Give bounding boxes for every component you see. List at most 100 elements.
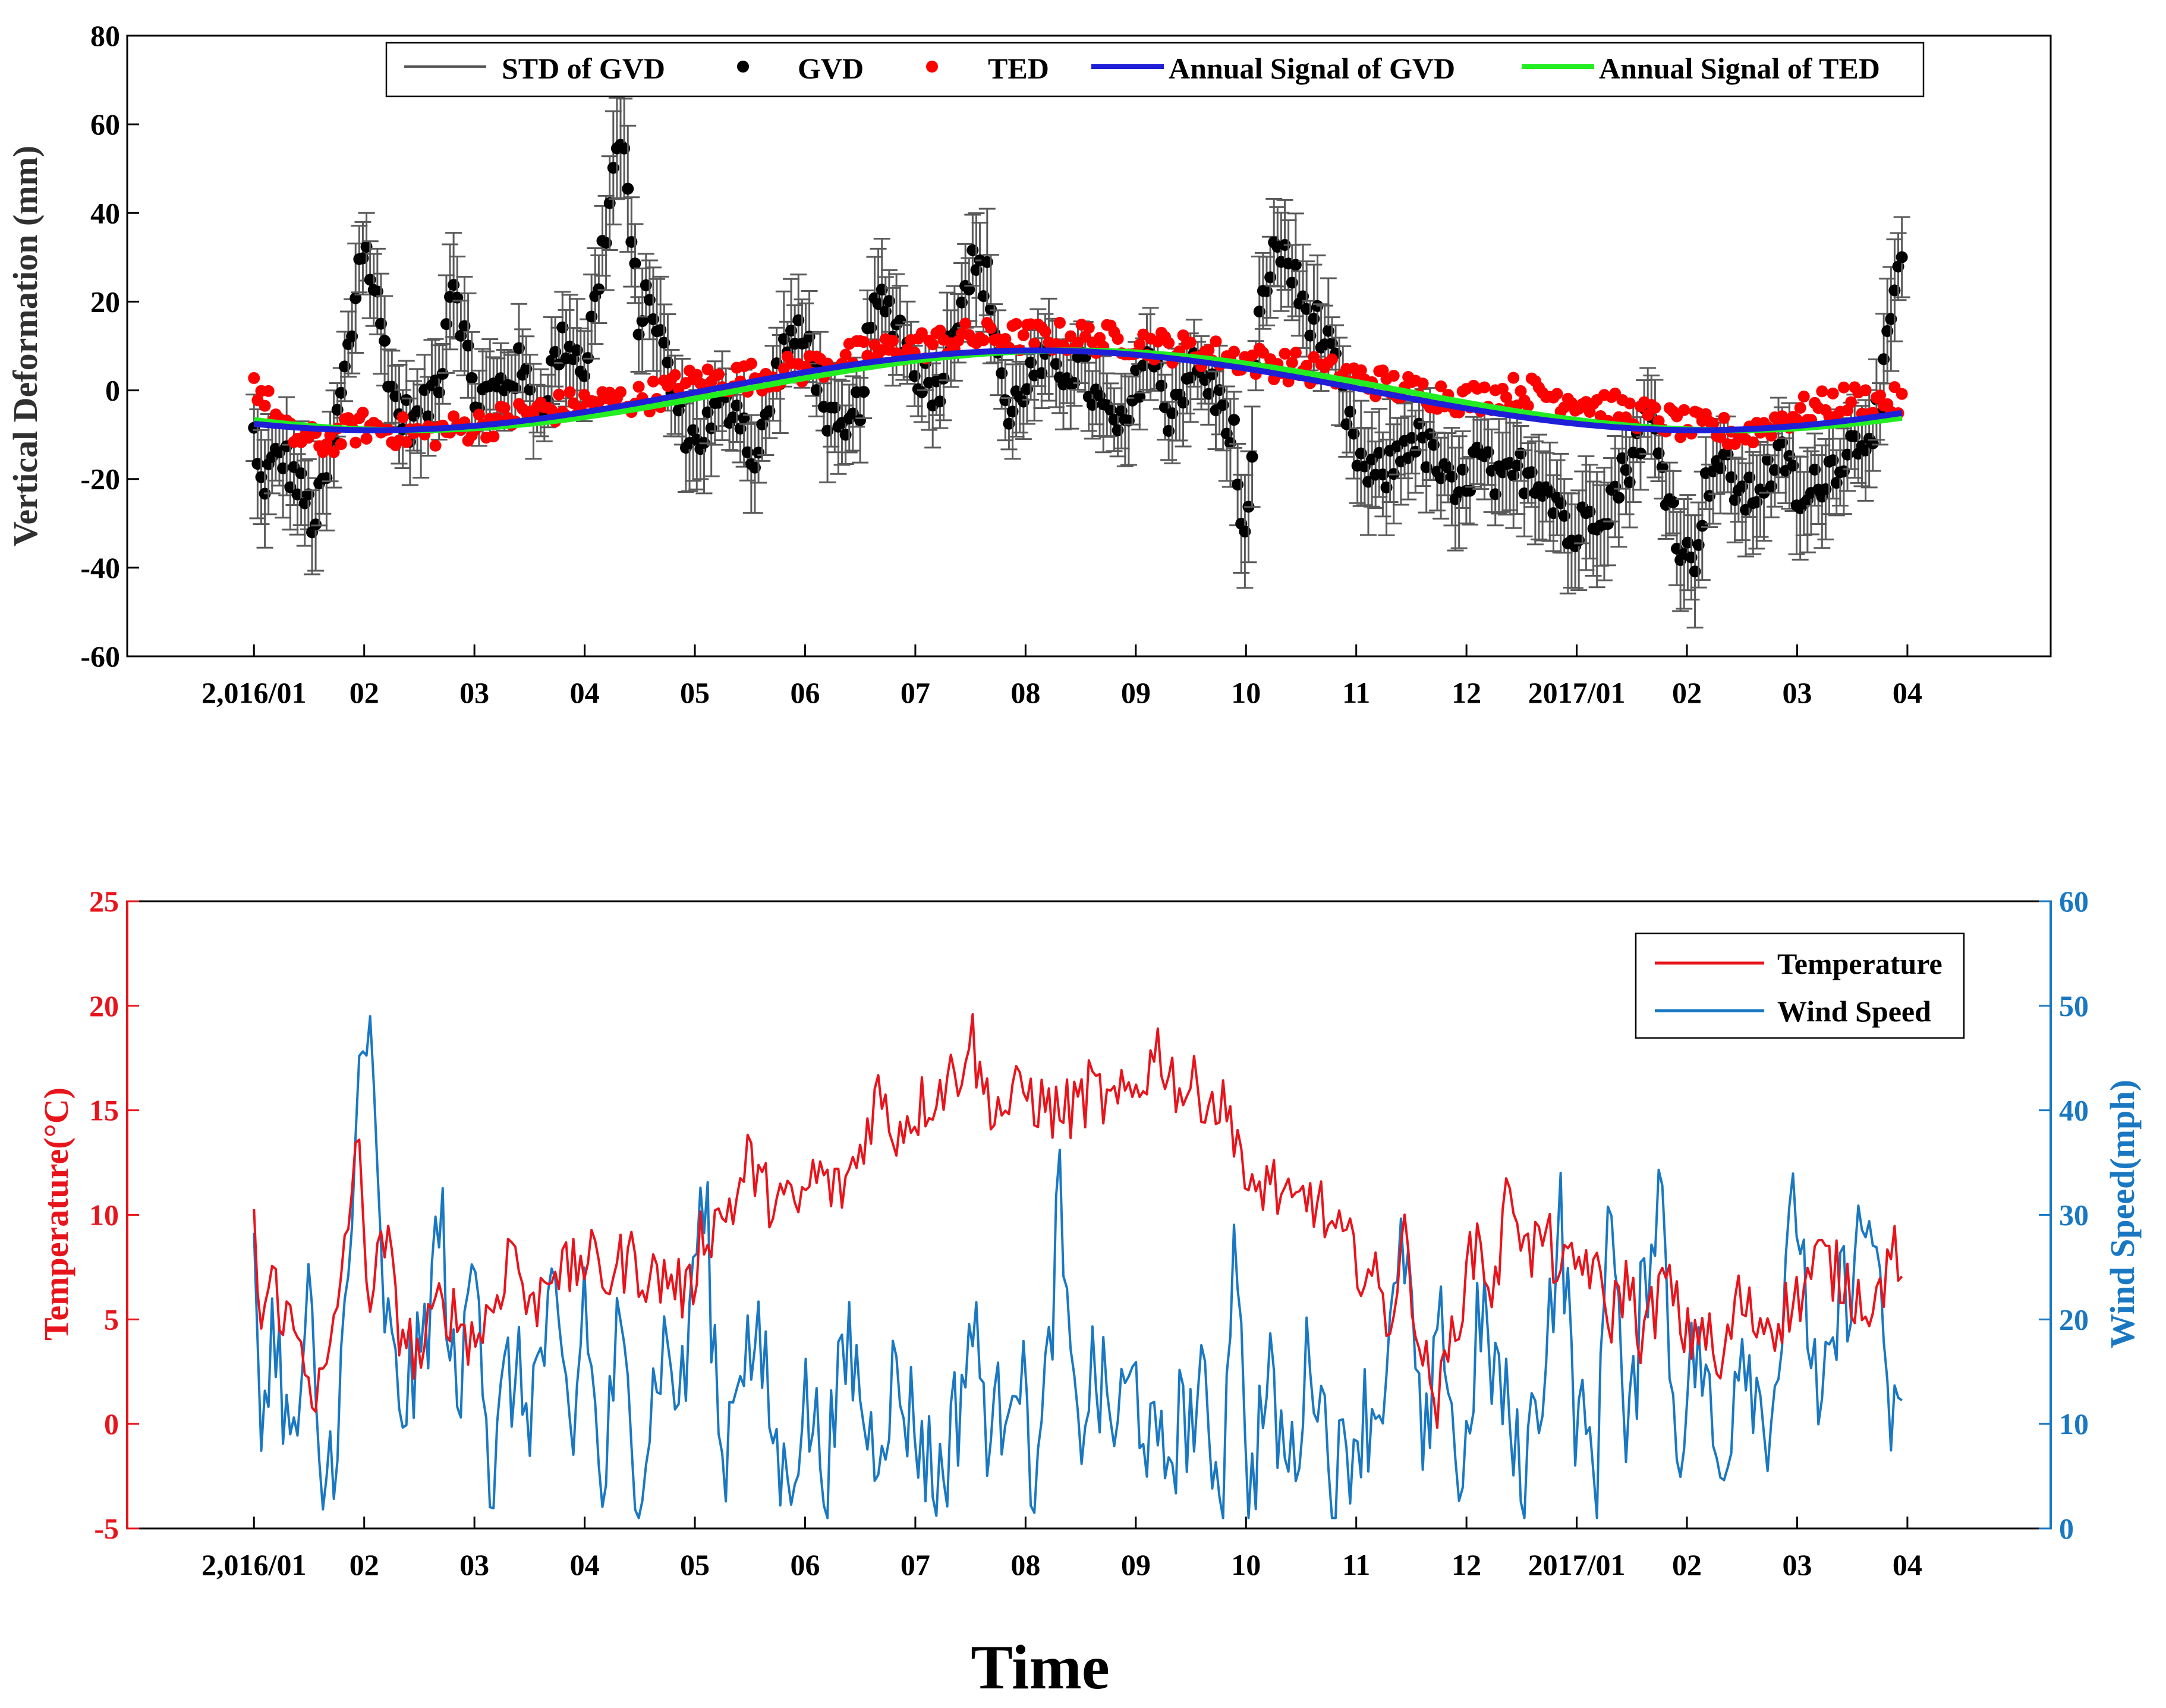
y-tick-label: 60: [90, 108, 120, 141]
ted-point: [1210, 335, 1222, 348]
weather-legend: Temperature Wind Speed: [1635, 932, 1965, 1039]
temperature-tick-label: 10: [89, 1199, 119, 1232]
y-tick-label: 0: [105, 374, 120, 407]
ted-point: [1837, 381, 1850, 394]
ted-point: [1859, 384, 1872, 397]
deformation-plot-frame: [126, 34, 2052, 658]
ted-point: [977, 334, 990, 347]
ted-point: [350, 436, 362, 449]
ted-point: [1134, 338, 1146, 351]
wind-speed-y-axis-title: Wind Speed(mph): [2103, 1080, 2142, 1348]
ted-point: [984, 322, 997, 334]
gvd-point: [1613, 492, 1625, 504]
ted-point: [1355, 364, 1367, 376]
x-tick-label: 10: [1231, 676, 1261, 709]
ted-point: [934, 325, 946, 337]
ted-point: [1790, 413, 1803, 426]
wind-speed-tick-label: 20: [2059, 1303, 2089, 1336]
ted-point: [1184, 336, 1197, 349]
ted-point: [887, 335, 899, 347]
x-tick-label: 2,016/01: [202, 1548, 306, 1581]
x-tick-label: 04: [1893, 676, 1922, 709]
ted-point: [357, 407, 369, 419]
ted-point: [1053, 316, 1066, 329]
ted-point: [1896, 388, 1908, 400]
x-tick-label: 06: [790, 676, 820, 709]
ted-point: [1623, 397, 1636, 410]
x-tick-label: 07: [901, 676, 930, 709]
legend-annual-ted-label: Annual Signal of TED: [1599, 52, 1880, 85]
ted-point: [1678, 404, 1690, 416]
x-tick-label: 11: [1342, 1548, 1370, 1581]
ted-point: [1308, 351, 1320, 363]
x-tick-label: 02: [1672, 1548, 1702, 1581]
legend-temperature-label: Temperature: [1777, 947, 1943, 980]
x-tick-label: 02: [350, 1548, 379, 1581]
ted-point: [1028, 338, 1041, 350]
ted-point: [1017, 329, 1030, 341]
x-tick-label: 2017/01: [1528, 1548, 1626, 1581]
temperature-y-axis-title: Temperature(°C): [37, 1087, 75, 1341]
ted-point: [1082, 322, 1095, 334]
x-tick-label: 11: [1342, 676, 1370, 709]
x-tick-label: 02: [1672, 676, 1702, 709]
x-tick-label: 12: [1452, 1548, 1481, 1581]
wind-speed-tick-label: 50: [2059, 989, 2089, 1023]
temperature-tick-label: 0: [104, 1407, 119, 1440]
ted-point: [487, 430, 500, 443]
x-tick-label: 2017/01: [1528, 676, 1626, 709]
gvd-point: [1896, 251, 1908, 263]
ted-point: [1674, 431, 1687, 443]
ted-point: [745, 357, 757, 370]
ted-point: [1874, 389, 1887, 402]
x-tick-label: 03: [459, 1548, 489, 1581]
ted-point: [259, 400, 271, 412]
legend-std-label: STD of GVD: [502, 52, 665, 85]
x-tick-label: 05: [680, 1548, 710, 1581]
gvd-point: [1463, 485, 1476, 497]
ted-point: [1747, 436, 1759, 449]
ted-point: [1163, 336, 1175, 349]
ted-point: [858, 336, 870, 348]
y-tick-label: -20: [80, 463, 120, 496]
gvd-point: [622, 183, 634, 195]
gvd-point: [858, 386, 870, 398]
x-tick-label: 07: [901, 1548, 930, 1581]
ted-point: [1010, 317, 1022, 330]
x-tick-label: 04: [570, 1548, 600, 1581]
x-tick-label: 03: [1782, 676, 1812, 709]
legend-wind-speed-label: Wind Speed: [1777, 995, 1931, 1028]
temperature-tick-label: 5: [104, 1303, 119, 1336]
x-tick-label: 2,016/01: [202, 676, 306, 709]
x-tick-label: 08: [1010, 1548, 1040, 1581]
temperature-tick-label: 20: [89, 989, 119, 1023]
ted-point: [1228, 345, 1241, 358]
ted-point: [1794, 402, 1806, 414]
ted-point: [927, 338, 939, 351]
ted-point: [473, 408, 485, 421]
x-tick-label: 04: [1893, 1548, 1922, 1581]
ted-point: [1649, 401, 1661, 414]
legend-gvd-marker: [737, 61, 749, 73]
x-tick-label: 03: [1782, 1548, 1812, 1581]
temperature-tick-label: -5: [94, 1512, 119, 1545]
wind-speed-tick-label: 0: [2059, 1512, 2074, 1545]
x-tick-label: 12: [1452, 676, 1481, 709]
ted-point: [360, 432, 373, 445]
y-tick-label: 80: [90, 19, 120, 52]
ted-point: [1279, 347, 1291, 360]
gvd-point: [894, 314, 906, 327]
ted-point: [328, 446, 340, 458]
gvd-point: [1228, 414, 1241, 426]
y-tick-label: -40: [80, 551, 120, 584]
wind-speed-tick-label: 10: [2059, 1407, 2089, 1440]
ted-point: [1435, 380, 1447, 392]
ted-point: [1289, 347, 1302, 359]
ted-point: [335, 438, 347, 451]
x-tick-label: 10: [1231, 1548, 1261, 1581]
ted-point: [546, 404, 558, 416]
temperature-line: [253, 1013, 1903, 1429]
ted-point: [1202, 344, 1215, 357]
temperature-tick-label: 25: [89, 885, 119, 918]
